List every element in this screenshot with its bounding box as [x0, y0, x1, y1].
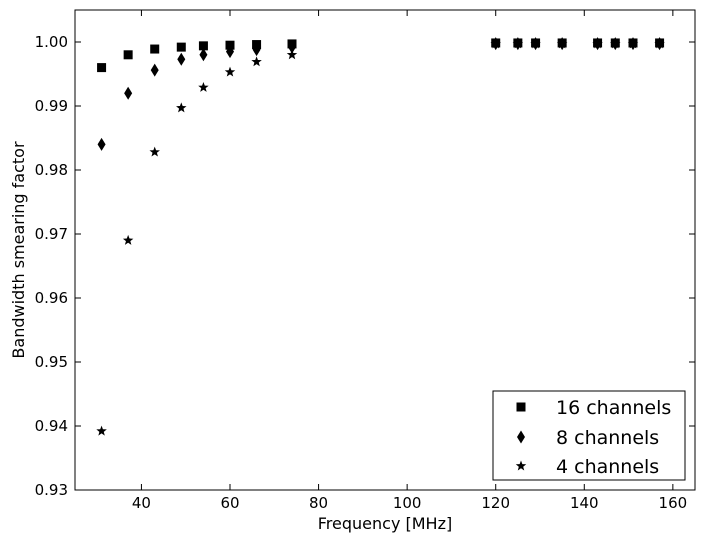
y-tick-label: 0.98	[35, 161, 68, 179]
data-point	[97, 137, 106, 151]
x-axis-label: Frequency [MHz]	[318, 514, 452, 533]
y-axis-label: Bandwidth smearing factor	[9, 141, 28, 359]
y-tick-label: 0.99	[35, 97, 68, 115]
data-point	[150, 63, 159, 77]
x-tick-label: 140	[570, 494, 599, 512]
data-point	[627, 38, 639, 49]
legend: 16 channels 8 channels 4 channels	[492, 390, 686, 481]
x-tick-label: 120	[481, 494, 510, 512]
data-point	[97, 63, 107, 73]
data-point	[199, 48, 208, 62]
data-point	[122, 234, 134, 245]
data-point	[610, 38, 621, 49]
data-point	[288, 40, 296, 54]
data-point	[150, 44, 160, 54]
data-point	[654, 38, 665, 49]
data-point	[176, 102, 187, 113]
data-point	[512, 38, 524, 49]
legend-label: 8 channels	[556, 427, 659, 449]
data-point	[251, 56, 262, 67]
data-point	[198, 41, 208, 51]
data-point	[556, 38, 568, 49]
y-tick-label: 0.96	[35, 289, 68, 307]
data-point	[252, 43, 261, 57]
x-axis-ticks: 40 60 80 100 120 140 160	[132, 10, 687, 512]
data-point	[176, 42, 186, 52]
data-point	[149, 146, 160, 157]
plot-frame	[74, 9, 696, 491]
y-tick-label: 0.95	[35, 353, 68, 371]
y-tick-label: 0.94	[35, 417, 68, 435]
y-axis-ticks: 0.93 0.94 0.95 0.96 0.97 0.98 0.99 1.00	[35, 33, 695, 499]
data-point	[123, 50, 133, 60]
data-point	[124, 86, 133, 100]
legend-label: 4 channels	[556, 456, 659, 478]
data-point	[592, 38, 603, 49]
series-star	[96, 38, 665, 436]
x-tick-label: 80	[309, 494, 328, 512]
data-points	[96, 37, 665, 436]
data-point	[530, 38, 541, 49]
x-tick-label: 100	[393, 494, 422, 512]
data-point	[96, 425, 107, 436]
x-tick-label: 40	[132, 494, 151, 512]
y-tick-label: 0.93	[35, 481, 68, 499]
y-tick-label: 0.97	[35, 225, 68, 243]
data-point	[198, 81, 209, 92]
legend-label: 16 channels	[556, 397, 671, 419]
data-point	[286, 49, 298, 60]
legend-marker-star	[515, 460, 527, 471]
legend-marker-diamond	[517, 430, 525, 444]
data-point	[226, 45, 234, 59]
legend-marker-square	[516, 402, 526, 412]
data-point	[224, 66, 236, 77]
data-point	[177, 52, 186, 66]
data-point	[490, 38, 501, 49]
x-tick-label: 160	[659, 494, 688, 512]
x-tick-label: 60	[220, 494, 239, 512]
y-tick-label: 1.00	[35, 33, 68, 51]
